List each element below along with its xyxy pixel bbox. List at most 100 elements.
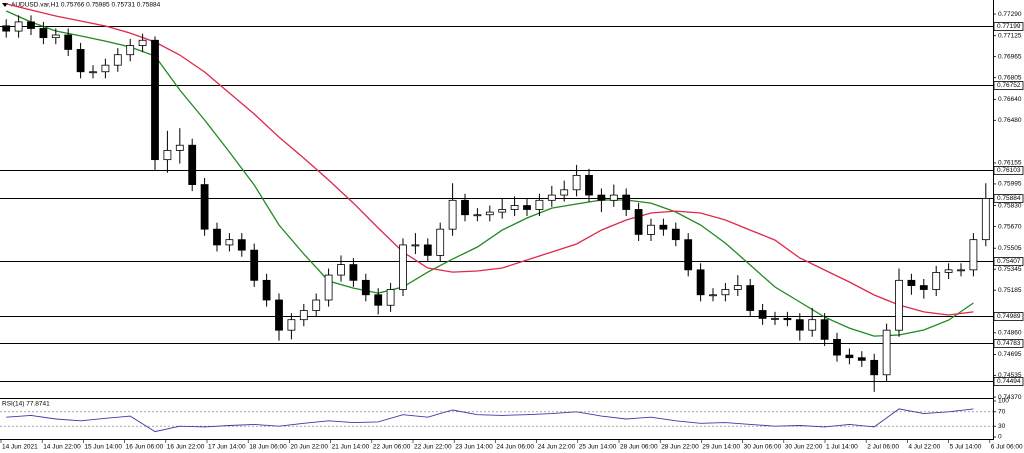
y-tick-label: 0.76805	[998, 74, 1022, 81]
x-tick-label: 15 Jun 14:00	[84, 444, 122, 451]
candle-body	[51, 34, 60, 39]
candle-body	[287, 319, 296, 331]
y-tick-label: 0.75670	[998, 223, 1022, 230]
candle-body	[795, 319, 804, 331]
candle-body	[337, 264, 345, 276]
x-tick-label: 6 Jul 06:00	[991, 444, 1023, 451]
candle-body	[374, 294, 383, 306]
candle-body	[634, 209, 643, 235]
candle-body	[882, 329, 891, 376]
level-label-box	[993, 339, 1024, 348]
candle-body	[64, 34, 73, 50]
level-label: 0.74783	[997, 340, 1021, 347]
level-label-box	[993, 312, 1024, 321]
level-label-box	[993, 194, 1024, 203]
candle-body	[250, 249, 259, 281]
candle-body	[473, 214, 482, 217]
candle-body	[609, 194, 618, 201]
x-tick-label: 16 Jun 06:00	[126, 444, 164, 451]
y-tick-label: 0.77290	[998, 11, 1022, 18]
candle-body	[746, 285, 755, 311]
candle-body	[547, 194, 556, 201]
y-tick-label: 0.74535	[998, 372, 1022, 379]
candle-body	[510, 205, 519, 210]
y-tick-label: 0.75995	[998, 181, 1022, 188]
candle-body	[808, 319, 817, 331]
candle-body	[870, 359, 879, 376]
x-tick-label: 29 Jun 14:00	[702, 444, 740, 451]
candle-body	[758, 310, 767, 319]
x-tick-label: 18 Jun 06:00	[249, 444, 287, 451]
rsi-title: RSI(14) 77.8741	[2, 401, 50, 408]
level-label: 0.74989	[997, 313, 1021, 320]
candle-body	[299, 310, 308, 321]
x-tick-label: 28 Jun 06:00	[620, 444, 658, 451]
x-tick-label: 20 Jun 22:00	[290, 444, 328, 451]
x-tick-label: 28 Jun 22:00	[661, 444, 699, 451]
candle-body	[523, 205, 531, 210]
candle-body	[275, 299, 283, 331]
candle-body	[969, 239, 978, 271]
x-tick-label: 21 Jun 14:00	[332, 444, 370, 451]
x-tick-label: 22 Jun 06:00	[373, 444, 411, 451]
level-label-box	[993, 166, 1024, 175]
candle-body	[237, 239, 246, 251]
candle-body	[39, 28, 48, 39]
candle-body	[163, 150, 172, 161]
x-tick-label: 24 Jun 06:00	[496, 444, 534, 451]
candle-body	[585, 174, 593, 196]
x-tick-label: 23 Jun 14:00	[455, 444, 493, 451]
candle-body	[411, 244, 420, 247]
y-tick-label: 0	[998, 434, 1002, 441]
level-label: 0.76752	[997, 82, 1021, 89]
y-tick-label: 0.76155	[998, 160, 1022, 167]
candle-body	[386, 289, 395, 306]
x-tick-label: 24 Jun 22:00	[538, 444, 576, 451]
candle-body	[225, 239, 234, 246]
y-tick-label: 0.75830	[998, 202, 1022, 209]
level-label-box	[993, 81, 1024, 90]
y-tick-label: 0.77125	[998, 32, 1022, 39]
candle-body	[684, 239, 693, 271]
candle-body	[175, 144, 184, 151]
x-tick-label: 22 Jun 22:00	[414, 444, 452, 451]
candle-body	[944, 269, 953, 273]
level-label: 0.76103	[997, 167, 1021, 174]
candle-body	[535, 199, 544, 210]
y-tick-label: 100	[998, 398, 1009, 405]
y-tick-label: 0.74860	[998, 330, 1022, 337]
level-label-box	[993, 22, 1024, 31]
candle-body	[151, 39, 159, 161]
candle-body	[200, 184, 209, 230]
candle-body	[560, 189, 569, 196]
x-tick-label: 16 Jun 22:00	[167, 444, 205, 451]
x-tick-label: 14 Jun 22:00	[43, 444, 81, 451]
candle-body	[101, 64, 110, 73]
x-tick-label: 30 Jun 06:00	[744, 444, 782, 451]
candle-body	[932, 272, 941, 290]
candle-body	[783, 317, 792, 321]
candle-body	[622, 194, 631, 210]
level-label-box	[993, 377, 1024, 386]
level-label: 0.77199	[997, 23, 1021, 30]
candle-body	[188, 144, 197, 185]
y-tick-label: 0.75185	[998, 287, 1022, 294]
y-tick-label: 0.76480	[998, 117, 1022, 124]
y-tick-label: 0.75345	[998, 266, 1022, 273]
candle-body	[597, 194, 606, 201]
candle-body	[138, 39, 147, 46]
candle-body	[696, 269, 705, 296]
y-tick-label: 30	[998, 423, 1006, 430]
candle-body	[647, 224, 655, 235]
rsi-line	[6, 408, 974, 433]
candle-body	[659, 224, 668, 230]
x-tick-label: 25 Jun 14:00	[579, 444, 617, 451]
candle-body	[895, 279, 903, 331]
candle-body	[919, 285, 928, 290]
candle-body	[262, 279, 271, 301]
y-tick-label: 70	[998, 409, 1006, 416]
candle-body	[349, 264, 358, 281]
